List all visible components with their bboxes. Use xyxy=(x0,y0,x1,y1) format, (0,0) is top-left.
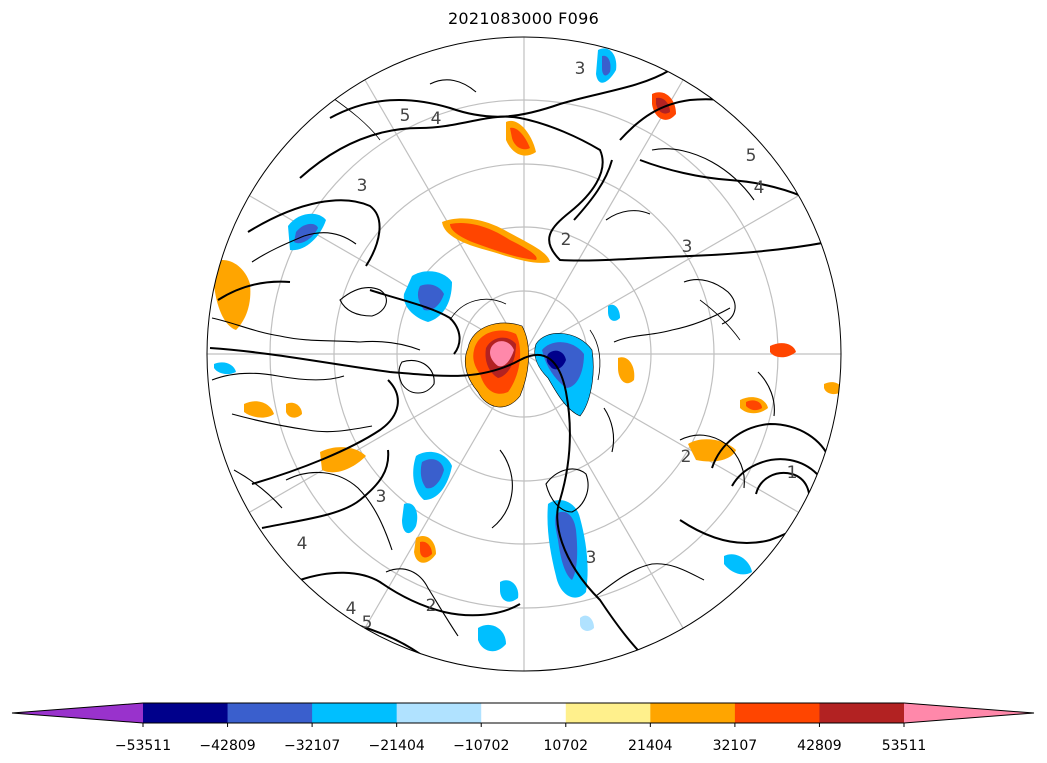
contour-label: 4 xyxy=(431,109,442,129)
colorbar-tick-label: 10702 xyxy=(544,738,589,754)
contour-label: 5 xyxy=(400,106,411,126)
colorbar-tick-label: −10702 xyxy=(453,738,509,754)
contour-label: 1 xyxy=(787,463,798,483)
map-boundary xyxy=(206,36,842,672)
contour-label: 2 xyxy=(561,230,572,250)
colorbar-tick-label: −53511 xyxy=(115,738,171,754)
thin-contours xyxy=(329,95,741,381)
contour-label: 3 xyxy=(575,59,586,79)
contour-label: 4 xyxy=(754,178,765,198)
contour-label: 2 xyxy=(426,596,437,616)
colorbar-under-arrow xyxy=(12,703,143,723)
colorbar-bin xyxy=(312,703,398,723)
colorbar-bin xyxy=(565,703,651,723)
colorbar-bin xyxy=(481,703,567,723)
colorbar-bin xyxy=(396,703,482,723)
colorbar-tick-label: −21404 xyxy=(369,738,425,754)
contour-label: 5 xyxy=(746,146,757,166)
contour-label: 3 xyxy=(586,548,597,568)
colorbar-tick-label: 32107 xyxy=(713,738,758,754)
colorbar-bin xyxy=(734,703,820,723)
map-title: 2021083000 F096 xyxy=(447,9,600,28)
contour-label: 5 xyxy=(362,613,373,633)
colorbar-tick-label: 42809 xyxy=(797,738,842,754)
contour-label: 4 xyxy=(346,599,357,619)
colorbar-tick-label: 21404 xyxy=(628,738,673,754)
colorbar-tick-label: −32107 xyxy=(284,738,340,754)
colorbar-bin xyxy=(227,703,313,723)
contour-label: 3 xyxy=(682,237,693,257)
colorbar-bin xyxy=(650,703,736,723)
contour-label: 3 xyxy=(357,176,368,196)
contour-label: 4 xyxy=(297,534,308,554)
colorbar-tick-label: −42809 xyxy=(199,738,255,754)
colorbar-bin xyxy=(143,703,229,723)
colorbar-tick-label: 53511 xyxy=(882,738,927,754)
colorbar-over-arrow xyxy=(904,703,1034,723)
colorbar-bin xyxy=(819,703,905,723)
contour-label: 3 xyxy=(376,487,387,507)
contour-label: 2 xyxy=(681,447,692,467)
